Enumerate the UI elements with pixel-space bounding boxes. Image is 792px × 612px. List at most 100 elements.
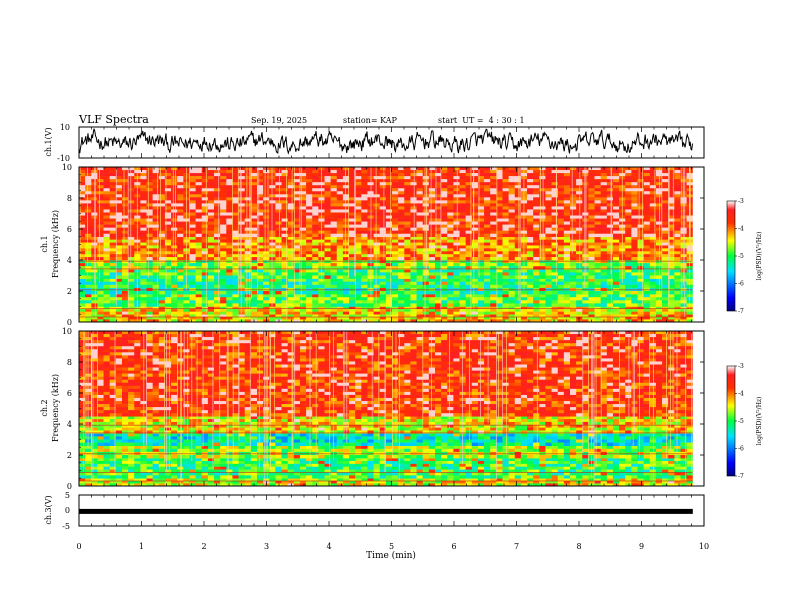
spectrogram-cell [612, 248, 620, 252]
spectrogram-cell [606, 170, 614, 174]
spectrogram-cell [539, 188, 546, 192]
spectrogram-cell [226, 200, 233, 204]
spectrogram-cell [576, 248, 583, 252]
spectrogram-cell [551, 263, 559, 267]
spectrogram-cell [306, 206, 313, 210]
spectrogram-cell [557, 185, 565, 189]
spectrogram-cell [576, 227, 583, 231]
spectrogram-cell [214, 203, 221, 207]
spectrogram-cell [140, 314, 147, 318]
spectrogram-cell [177, 179, 184, 183]
spectrogram-cell [649, 291, 657, 295]
spectrogram-cell [299, 239, 307, 243]
spectrogram-cell [508, 170, 516, 174]
spectrogram-cell [256, 203, 264, 207]
spectrogram-cell [484, 260, 491, 264]
spectrogram-cell [220, 206, 227, 210]
spectrogram-cell [447, 284, 454, 289]
spectrogram-cell [496, 251, 503, 255]
spectrogram-cell [214, 185, 221, 189]
spectrogram-cell [428, 306, 436, 310]
spectrogram-cell [269, 206, 276, 210]
spectrogram-cell [588, 278, 595, 282]
spectrogram-cell [226, 191, 233, 195]
spectrogram-cell [539, 170, 546, 174]
spectrogram-cell [85, 212, 92, 216]
spectrogram-cell [637, 294, 644, 298]
spectrogram-cell [447, 300, 454, 304]
spectrogram-cell [582, 291, 589, 295]
spectrogram-cell [606, 188, 614, 192]
spectrogram-cell [453, 319, 460, 323]
spectrogram-cell [637, 245, 644, 249]
spectrogram-cell [477, 236, 485, 240]
spectrogram-cell [287, 314, 295, 318]
spectrogram-cell [287, 218, 295, 222]
spectrogram-cell [238, 263, 246, 267]
spectrogram-cell [385, 215, 393, 219]
spectrogram-cell [570, 218, 577, 222]
spectrogram-cell [336, 269, 344, 273]
spectrogram-cell [508, 233, 516, 238]
spectrogram-cell [293, 236, 301, 240]
spectrogram-cell [355, 209, 362, 213]
spectrogram-cell [533, 173, 540, 177]
spectrogram-cell [349, 278, 356, 282]
spectrogram-cell [508, 300, 516, 304]
spectrogram-cell [342, 170, 350, 174]
spectrogram-cell [551, 248, 559, 252]
spectrogram-cell [379, 224, 387, 228]
spectrogram-cell [600, 263, 608, 267]
spectrogram-cell [551, 275, 559, 279]
spectrogram-cell [600, 303, 608, 307]
spectrogram-cell [668, 311, 675, 315]
spectrogram-cell [373, 182, 381, 186]
spectrogram-cell [612, 291, 620, 295]
spectrogram-cell [557, 291, 565, 295]
spectrogram-cell [324, 275, 331, 279]
spectrogram-cell [250, 306, 258, 310]
spectrogram-cell [545, 233, 552, 238]
spectrogram-cell [662, 294, 669, 298]
spectrogram-cell [385, 209, 393, 213]
spectrogram-cell [484, 230, 491, 235]
spectrogram-cell [177, 191, 184, 195]
spectrogram-cell [226, 173, 233, 177]
spectrogram-cell [232, 227, 239, 231]
spectrogram-cell [195, 167, 203, 171]
spectrogram-cell [355, 221, 362, 225]
spectrogram-cell [109, 257, 117, 261]
spectrogram-cell [373, 291, 381, 295]
spectrogram-cell [97, 297, 104, 301]
spectrogram-cell [189, 233, 196, 238]
spectrogram-cell [662, 257, 669, 261]
spectrogram-cell [465, 309, 473, 312]
spectrogram-cell [392, 194, 399, 198]
spectrogram-cell [220, 245, 227, 249]
spectrogram-cell [545, 319, 552, 323]
spectrogram-cell [477, 239, 485, 243]
spectrogram-cell [668, 281, 675, 286]
spectrogram-cell [195, 182, 203, 186]
spectrogram-cell [226, 300, 233, 304]
spectrogram-cell [189, 284, 196, 289]
spectrogram-cell [250, 233, 258, 238]
spectrogram-cell [441, 212, 448, 216]
spectrogram-cell [392, 221, 399, 225]
spectrogram-cell [164, 191, 172, 195]
spectrogram-cell [422, 242, 430, 246]
spectrogram-cell [404, 319, 411, 323]
spectrogram-cell [164, 236, 172, 240]
spectrogram-cell [508, 281, 516, 286]
spectrogram-cell [312, 212, 319, 216]
spectrogram-cell [256, 300, 264, 304]
spectrogram-cell [361, 188, 368, 192]
spectrogram-cell [471, 306, 479, 310]
spectrogram-cell [299, 311, 307, 315]
spectrogram-cell [263, 242, 270, 246]
spectrogram-cell [152, 309, 160, 312]
spectrogram-cell [226, 230, 233, 235]
spectrogram-cell [226, 272, 233, 276]
spectrogram-cell [97, 179, 104, 183]
spectrogram-cell [545, 224, 552, 228]
